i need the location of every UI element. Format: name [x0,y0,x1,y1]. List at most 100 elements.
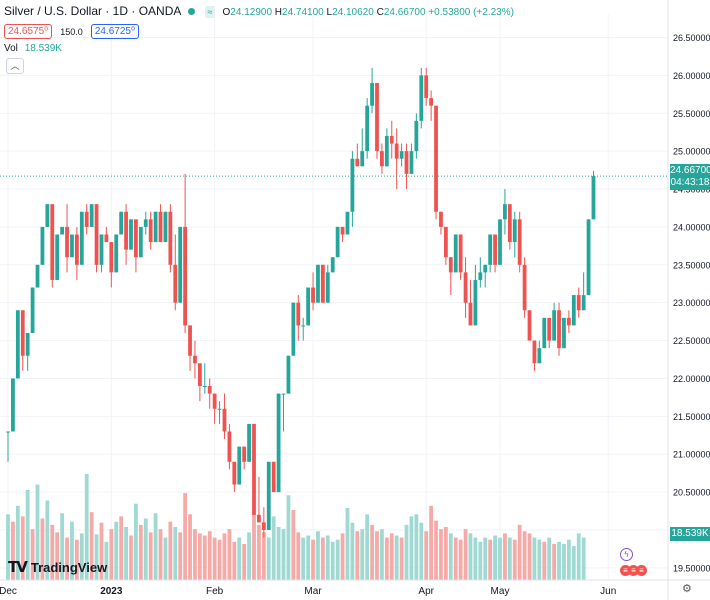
candle-body [74,234,79,265]
candle-body [557,310,561,349]
candle-body [448,257,453,273]
candle-body [212,393,217,409]
volume-bar [439,529,443,580]
candle-body [60,226,65,235]
candle-body [542,317,547,349]
price-axis[interactable]: 26.5000026.0000025.5000025.0000024.50000… [667,0,710,600]
volume-bar [227,529,232,580]
volume-label: Vol [4,43,18,54]
volume-bar [463,529,468,580]
candle-body [296,302,301,326]
volume-bar [50,524,55,580]
candle-body [266,461,271,530]
candle-body [114,234,119,273]
candle-body [365,105,370,152]
volume-bar [207,531,212,580]
volume-bar [330,541,335,580]
volume-bar [370,524,374,580]
candle-body [503,204,507,220]
volume-bar [114,521,119,580]
volume-bar [40,518,45,580]
candle-body [50,204,55,280]
price-tick-label: 26.50000 [673,33,710,43]
candle-body [163,211,168,243]
logo-text: TradingView [30,559,108,575]
candle-body [257,514,261,523]
volume-bar [232,541,237,580]
candle-body [6,431,10,433]
close-value: 24.66700 [383,7,426,18]
volume-bar [197,533,202,580]
buy-button[interactable]: 24.6725⁰ [90,24,139,39]
candle-body [84,211,89,227]
volume-bar [158,529,163,580]
volume-bar [581,537,586,580]
candle-body [45,204,50,227]
sell-button[interactable]: 24.6575⁰ [4,24,53,39]
volume-bar [453,537,458,580]
volume-bar [473,537,478,580]
volume-bar [291,510,296,580]
volume-bar [503,533,507,580]
settings-gear-icon[interactable]: ⚙ [682,583,692,595]
time-tick-label: Feb [206,586,224,597]
volume-bar [109,529,114,580]
collapse-legend-chevron-up-icon[interactable]: ︿ [6,58,24,74]
volume-bar [168,521,173,580]
economic-event-flag-icon[interactable]: ≡ [620,565,631,576]
high-value: 24.74100 [282,7,324,18]
volume-bar [488,539,493,580]
price-tick-label: 23.00000 [673,298,710,308]
volume-bar [483,537,488,580]
volume-bar [345,507,350,580]
candle-body [517,219,522,265]
volume-bars [6,474,586,580]
candle-body [276,393,281,493]
price-tick-label: 22.00000 [673,374,710,384]
candle-body [527,310,532,341]
tradingview-logo[interactable]: TV TradingView [8,558,107,576]
candle-body [591,176,596,220]
price-tick-label: 24.00000 [673,222,710,232]
volume-bar [45,500,50,580]
mode-badge-icon[interactable]: ≈ [204,6,216,19]
candle-body [384,135,389,167]
volume-bar [384,537,389,580]
lightning-event-icon[interactable]: ϟ [620,548,633,561]
volume-bar [340,533,345,580]
volume-bar [350,522,355,580]
price-tick-label: 21.00000 [673,450,710,460]
volume-bar [11,521,15,580]
price-tick-label: 19.50000 [673,563,710,573]
candle-body [70,234,74,258]
candle-body [247,423,251,462]
volume-price-tag: 18.539K [670,527,710,541]
candle-body [35,264,40,288]
spread-value: 150.0 [60,26,83,37]
candle-body [404,151,409,174]
candle-body [394,143,399,159]
volume-bar [527,533,532,580]
volume-bar [79,533,84,580]
economic-event-flag-icon[interactable]: ≡ [636,565,647,576]
candle-body [532,340,537,364]
volume-bar [242,543,247,580]
candle-body [217,408,222,410]
price-tick-label: 26.00000 [673,71,710,81]
volume-bar [217,539,222,580]
candle-body [562,317,566,349]
volume-bar [276,527,281,580]
symbol-title[interactable]: Silver / U.S. Dollar · 1D · OANDA [4,4,182,18]
candle-body [566,317,571,326]
legend-header: Silver / U.S. Dollar · 1D · OANDA ≈ O24.… [4,4,514,19]
volume-bar [99,522,104,580]
volume-bar [202,535,207,580]
economic-event-flag-icon[interactable]: ≡ [628,565,639,576]
volume-bar [571,546,576,580]
volume-bar [301,537,306,580]
candle-body [183,226,188,326]
volume-bar [237,537,242,580]
time-axis[interactable]: Dec2023FebMarAprMayJunJul24 [0,579,710,597]
candle-body [261,522,266,530]
